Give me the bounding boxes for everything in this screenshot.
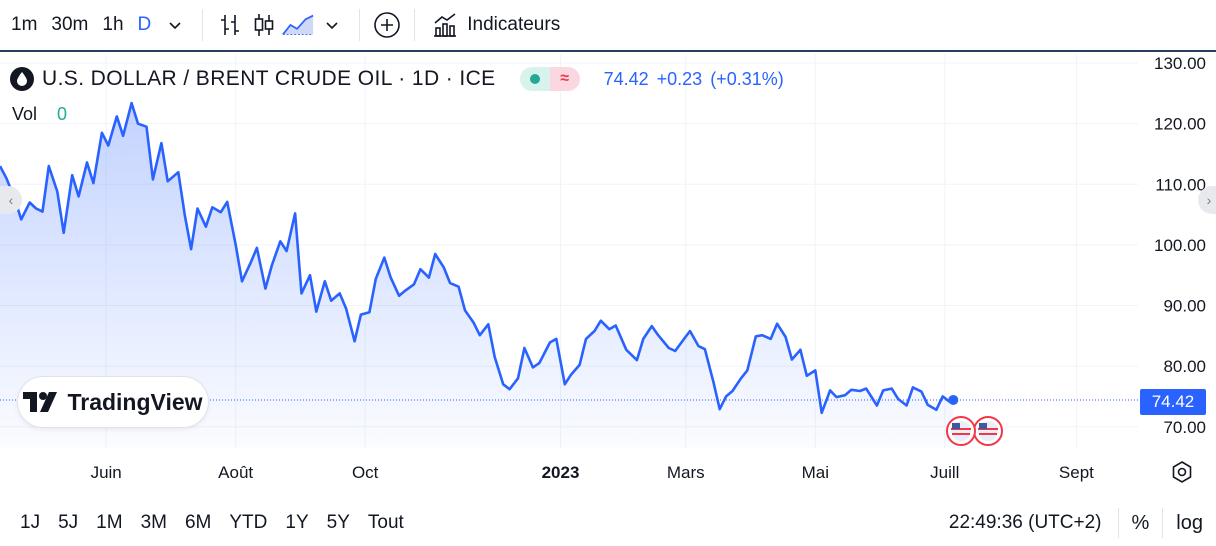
chart-type-dropdown-icon[interactable] — [315, 8, 349, 42]
x-tick-label: Oct — [352, 463, 379, 482]
indicators-label: Indicateurs — [467, 14, 561, 35]
y-tick-label: 70.00 — [1163, 418, 1206, 437]
us-flag-event-icon[interactable] — [946, 416, 976, 446]
chart-legend: U.S. DOLLAR / BRENT CRUDE OIL · 1D · ICE… — [10, 64, 784, 94]
us-flag-event-icon[interactable] — [973, 416, 1003, 446]
interval-d[interactable]: D — [137, 14, 152, 35]
tradingview-logo-text: TradingView — [67, 388, 203, 415]
x-tick-label: 2023 — [542, 463, 580, 482]
range-3m[interactable]: 3M — [140, 512, 167, 533]
x-tick-label: Mars — [667, 463, 705, 482]
y-tick-label: 90.00 — [1163, 297, 1206, 316]
y-axis: 130.00 120.00 110.00 100.00 90.00 80.00 70.00 — [1154, 54, 1206, 437]
y-tick-label: 120.00 — [1154, 115, 1206, 134]
area-chart-type-icon[interactable] — [281, 8, 315, 42]
y-tick-label: 100.00 — [1154, 236, 1206, 255]
market-open-icon — [519, 67, 550, 91]
top-toolbar: 1m 30m 1h D Indicateurs — [0, 0, 1216, 52]
price-line-series — [0, 101, 954, 415]
range-5j[interactable]: 5J — [58, 512, 79, 533]
interval-dropdown-icon[interactable] — [158, 8, 192, 42]
toolbar-divider — [359, 9, 361, 41]
range-1j[interactable]: 1J — [20, 512, 41, 533]
x-axis: Juin Août Oct 2023 Mars Mai Juill Sept — [91, 463, 1095, 482]
y-tick-label: 130.00 — [1154, 54, 1206, 73]
timezone-clock[interactable]: 22:49:36 (UTC+2) — [948, 512, 1102, 533]
bottom-right-controls: 22:49:36 (UTC+2) % log — [949, 500, 1216, 546]
interval-1h[interactable]: 1h — [102, 14, 124, 35]
x-tick-label: Mai — [802, 463, 829, 482]
bar-chart-type-icon[interactable] — [213, 8, 247, 42]
toolbar-divider — [202, 9, 204, 41]
volume-value: 0 — [57, 104, 68, 124]
log-scale-toggle[interactable]: log — [1176, 511, 1203, 534]
indicators-button[interactable]: Indicateurs — [425, 11, 566, 39]
scroll-left-icon[interactable]: ‹ — [0, 186, 22, 214]
interval-30m[interactable]: 30m — [51, 14, 89, 35]
x-tick-label: Sept — [1059, 463, 1094, 482]
price-change: +0.23 — [656, 68, 703, 89]
candles-chart-type-icon[interactable] — [247, 8, 281, 42]
toolbar-divider — [414, 9, 416, 41]
x-tick-label: Juill — [930, 463, 959, 482]
volume-legend: Vol 0 — [12, 104, 67, 125]
last-price-tag: 74.42 — [1140, 389, 1206, 415]
price-summary: 74.42 +0.23 (+0.31%) — [604, 69, 784, 90]
range-6m[interactable]: 6M — [184, 512, 212, 533]
chart-settings-icon[interactable] — [1170, 460, 1194, 484]
tradingview-logo-icon — [23, 392, 58, 412]
oil-drop-icon — [10, 67, 34, 91]
last-price: 74.42 — [603, 68, 649, 89]
bottom-divider — [1117, 508, 1119, 538]
range-1y[interactable]: 1Y — [285, 512, 309, 533]
volume-label: Vol — [12, 104, 38, 124]
percent-scale-toggle[interactable]: % — [1131, 511, 1150, 534]
y-tick-label: 110.00 — [1155, 175, 1206, 194]
range-all[interactable]: Tout — [367, 512, 404, 533]
price-change-percent: (+0.31%) — [710, 68, 784, 89]
bottom-toolbar: 1J 5J 1M 3M 6M YTD 1Y 5Y Tout 22:49:36 (… — [0, 500, 1216, 546]
range-5y[interactable]: 5Y — [326, 512, 350, 533]
interval-1m[interactable]: 1m — [11, 14, 38, 35]
tradingview-logo[interactable]: TradingView — [18, 377, 208, 427]
price-area-fill — [0, 103, 954, 448]
compare-add-icon[interactable] — [370, 8, 404, 42]
range-ytd[interactable]: YTD — [229, 512, 268, 533]
bottom-divider — [1162, 508, 1164, 538]
range-1m[interactable]: 1M — [96, 512, 123, 533]
last-price-dot — [948, 394, 959, 405]
symbol-title[interactable]: U.S. DOLLAR / BRENT CRUDE OIL · 1D · ICE — [42, 67, 496, 90]
x-tick-label: Août — [218, 463, 253, 482]
delayed-data-icon: ≈ — [549, 67, 580, 91]
scroll-right-icon[interactable]: › — [1198, 186, 1216, 214]
y-tick-label: 80.00 — [1163, 357, 1206, 376]
indicators-icon — [434, 13, 457, 37]
x-tick-label: Juin — [91, 463, 122, 482]
market-status-pill[interactable]: ≈ — [519, 67, 580, 91]
price-chart[interactable]: 130.00120.00110.00100.0090.0080.0070.00 … — [0, 54, 1216, 500]
